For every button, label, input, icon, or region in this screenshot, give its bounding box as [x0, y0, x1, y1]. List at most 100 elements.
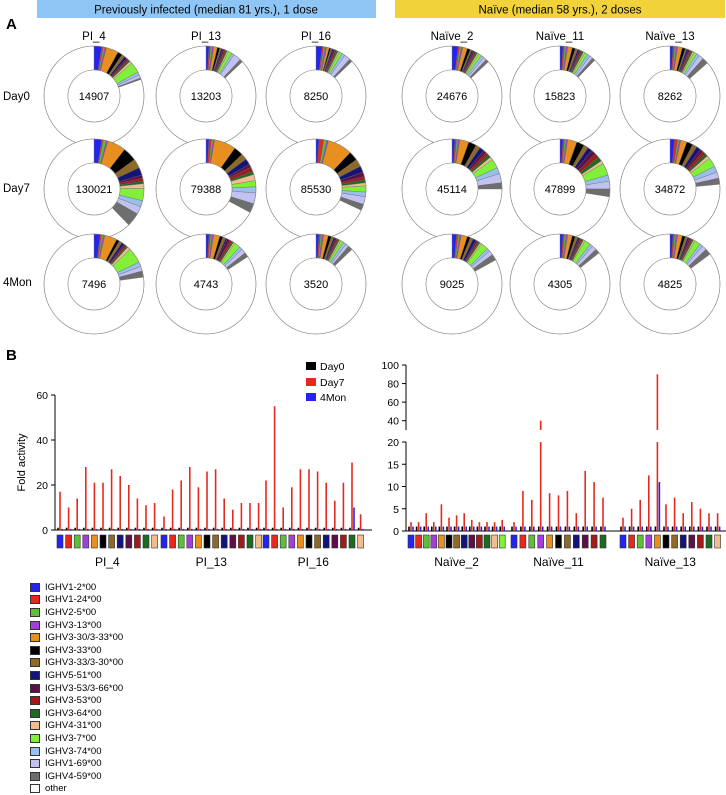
gene-key-box-ighv2-5-00 — [178, 535, 184, 548]
gene-key-box-ighv1-24-00 — [629, 535, 635, 548]
gene-legend-label: IGHV3-53/3-66*00 — [45, 683, 123, 694]
x-category-label-na-ve-13: Naïve_13 — [645, 555, 697, 569]
gene-key-box-ighv3-33-3-30-00 — [109, 535, 115, 548]
donut-pi-13-4mon: 4743 — [156, 234, 256, 334]
gene-key-box-ighv3-53-00 — [697, 535, 703, 548]
gene-legend-item-ighv3-53-00: IGHV3-53*00 — [30, 694, 123, 707]
gene-legend-swatch — [30, 784, 40, 793]
donut-pi-4-4mon: 7496 — [44, 234, 144, 334]
gene-legend-swatch — [30, 646, 40, 655]
donut-na-ve-13-day0: 8262 — [620, 46, 720, 146]
donut-na-ve-11-4mon: 4305 — [510, 234, 610, 334]
donut-column-label-pi-16: PI_16 — [301, 31, 331, 43]
donut-column-label-pi-13: PI_13 — [191, 31, 221, 43]
donut-row-label-day0: Day0 — [3, 91, 30, 103]
donut-center-value: 4305 — [548, 279, 572, 291]
donut-pi-4-day7: 130021 — [44, 139, 144, 239]
gene-key-box-ighv4-31-00 — [152, 535, 158, 548]
series-legend-label-4mon: 4Mon — [320, 392, 346, 404]
gene-legend-label: IGHV5-51*00 — [45, 670, 102, 681]
gene-key-box-ighv3-33-00 — [306, 535, 312, 548]
gene-key-box-ighv3-33-3-30-00 — [672, 535, 678, 548]
gene-legend-item-ighv3-7-00: IGHV3-7*00 — [30, 732, 123, 745]
gene-legend-swatch — [30, 684, 40, 693]
donut-center-value: 8262 — [658, 91, 682, 103]
gene-key-box-ighv1-2-00 — [620, 535, 626, 548]
gene-key-box-ighv5-51-00 — [221, 535, 227, 548]
gene-legend-label: IGHV3-30/3-33*00 — [45, 632, 123, 643]
gene-key-box-ighv3-53-3-66-00 — [230, 535, 236, 548]
gene-key-box-ighv3-53-00 — [238, 535, 244, 548]
gene-legend-swatch — [30, 608, 40, 617]
donut-pi-13-day7: 79388 — [156, 139, 256, 239]
donut-center-value: 9025 — [440, 279, 464, 291]
gene-key-box-ighv3-33-3-30-00 — [564, 535, 570, 548]
gene-key-box-ighv3-64-00 — [484, 535, 490, 548]
gene-key-box-ighv3-30-3-33-00 — [91, 535, 97, 548]
gene-key-box-ighv3-13-00 — [431, 535, 437, 548]
gene-key-box-ighv2-5-00 — [280, 535, 286, 548]
donut-na-ve-13-4mon: 4825 — [620, 234, 720, 334]
donut-center-value: 7496 — [82, 279, 106, 291]
donut-na-ve-13-day7: 34872 — [620, 139, 720, 239]
gene-key-box-ighv3-53-3-66-00 — [469, 535, 475, 548]
x-category-label-na-ve-2: Naïve_2 — [434, 555, 479, 569]
x-category-label-pi-4: PI_4 — [95, 555, 120, 569]
gene-legend-item-other: other — [30, 783, 123, 795]
gene-key-box-ighv3-53-3-66-00 — [126, 535, 132, 548]
header-previously-infected: Previously infected (median 81 yrs.), 1 … — [94, 5, 318, 17]
donut-center-value: 4743 — [194, 279, 218, 291]
y-tick-label: 40 — [36, 435, 48, 447]
gene-key-box-ighv3-30-3-33-00 — [297, 535, 303, 548]
gene-legend-label: IGHV1-2*00 — [45, 582, 96, 593]
y-tick-label: 80 — [387, 379, 399, 391]
donut-center-value: 47899 — [545, 184, 576, 196]
gene-key-box-ighv3-33-3-30-00 — [213, 535, 219, 548]
panel-label-a: A — [6, 16, 17, 33]
donut-center-value: 24676 — [437, 91, 468, 103]
gene-legend-label: IGHV3-64*00 — [45, 708, 102, 719]
gene-legend-label: IGHV3-33/3-30*00 — [45, 657, 123, 668]
gene-legend-swatch — [30, 595, 40, 604]
gene-legend-item-ighv3-33-00: IGHV3-33*00 — [30, 644, 123, 657]
gene-key-box-ighv3-33-00 — [556, 535, 562, 548]
gene-legend-swatch — [30, 583, 40, 592]
y-tick-label: 0 — [393, 526, 399, 538]
gene-legend-label: IGHV3-74*00 — [45, 746, 102, 757]
y-tick-label: 5 — [393, 504, 399, 516]
gene-legend-item-ighv5-51-00: IGHV5-51*00 — [30, 669, 123, 682]
gene-legend-swatch — [30, 734, 40, 743]
donut-pi-16-day7: 85530 — [266, 139, 366, 239]
gene-key-box-ighv4-31-00 — [492, 535, 498, 548]
gene-key-box-ighv3-13-00 — [646, 535, 652, 548]
gene-key-box-ighv3-33-00 — [204, 535, 210, 548]
gene-key-box-ighv3-7-00 — [499, 535, 505, 548]
donut-pi-13-day0: 13203 — [156, 46, 256, 146]
gene-legend-item-ighv3-30-3-33-00: IGHV3-30/3-33*00 — [30, 631, 123, 644]
gene-legend-swatch — [30, 671, 40, 680]
gene-legend-swatch — [30, 759, 40, 768]
y-tick-label: 20 — [36, 480, 48, 492]
gene-key-box-ighv1-2-00 — [57, 535, 63, 548]
gene-legend-swatch — [30, 772, 40, 781]
gene-legend-label: IGHV1-69*00 — [45, 758, 102, 769]
gene-key-box-ighv1-24-00 — [272, 535, 278, 548]
gene-legend-swatch — [30, 709, 40, 718]
y-tick-label: 40 — [387, 416, 399, 428]
gene-key-box-ighv2-5-00 — [423, 535, 429, 548]
y-tick-label: 20 — [387, 437, 399, 449]
gene-legend-swatch — [30, 658, 40, 667]
gene-legend-swatch — [30, 721, 40, 730]
gene-key-box-ighv3-30-3-33-00 — [195, 535, 201, 548]
gene-legend-item-ighv3-64-00: IGHV3-64*00 — [30, 707, 123, 720]
gene-key-box-ighv4-31-00 — [256, 535, 262, 548]
gene-key-box-ighv3-53-00 — [476, 535, 482, 548]
gene-key-box-ighv1-2-00 — [161, 535, 167, 548]
gene-key-box-ighv5-51-00 — [680, 535, 686, 548]
gene-key-box-ighv5-51-00 — [573, 535, 579, 548]
gene-legend-label: IGHV3-53*00 — [45, 695, 102, 706]
